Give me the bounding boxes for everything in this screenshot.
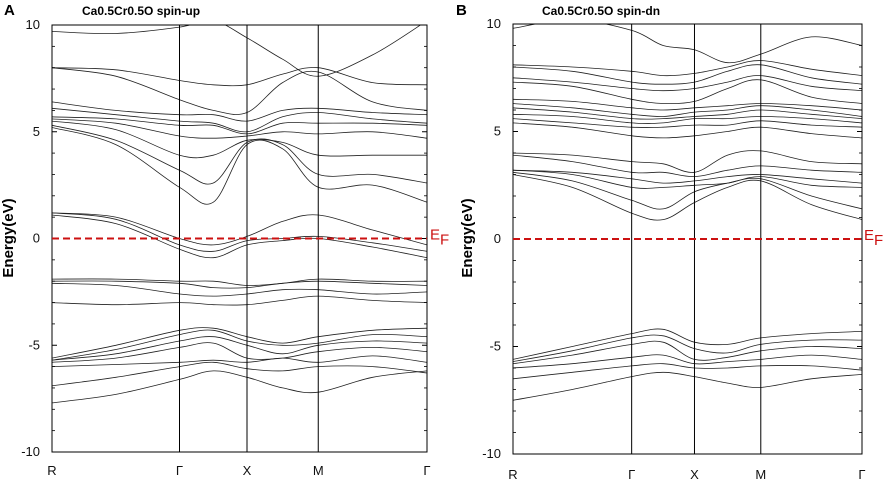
panel-b-fermi: EF bbox=[513, 227, 883, 249]
panel-a-y-axis-label: Energy(eV) bbox=[0, 198, 17, 277]
band-line-4 bbox=[52, 342, 427, 363]
fermi-level-label: EF bbox=[430, 227, 449, 249]
k-point-label: R bbox=[47, 463, 56, 478]
y-tick-label: 0 bbox=[33, 231, 40, 246]
plot-frame bbox=[512, 23, 863, 455]
panel-b-y-axis-label: Energy(eV) bbox=[459, 198, 476, 277]
k-point-label: Γ bbox=[858, 467, 865, 482]
panel-b: B Ca0.5Cr0.5O spin-dn Energy(eV) -10 -5 0 5… bbox=[456, 2, 883, 482]
k-point-label: R bbox=[508, 467, 517, 482]
band-line-13 bbox=[52, 212, 427, 252]
k-point-label: X bbox=[243, 463, 252, 478]
panel-a-fermi: EF bbox=[52, 227, 449, 249]
fermi-label-e: E bbox=[430, 227, 440, 244]
y-tick-label: 5 bbox=[33, 124, 40, 139]
band-line-20 bbox=[52, 107, 427, 133]
y-tick-label: -10 bbox=[21, 444, 40, 459]
y-tick-label: -10 bbox=[482, 446, 501, 461]
y-tick-label: -5 bbox=[28, 337, 40, 352]
band-line-5 bbox=[52, 336, 427, 361]
band-line-22 bbox=[52, 67, 427, 115]
band-line-8 bbox=[52, 295, 427, 306]
panel-a-letter: A bbox=[4, 2, 15, 19]
y-tick-label: 0 bbox=[494, 231, 501, 246]
y-tick-label: 5 bbox=[494, 124, 501, 139]
band-line-2 bbox=[513, 363, 862, 380]
y-tick-label: 10 bbox=[26, 17, 40, 32]
band-line-15 bbox=[52, 127, 427, 205]
panel-b-title: Ca0.5Cr0.5O spin-dn bbox=[542, 4, 660, 18]
k-point-label: Γ bbox=[423, 463, 430, 478]
band-line-22 bbox=[513, 60, 862, 77]
panel-a: A Ca0.5Cr0.5O spin-up Energy(eV) -10 -5 0 5… bbox=[0, 2, 449, 478]
band-line-2 bbox=[52, 361, 427, 387]
band-line-3 bbox=[52, 355, 427, 367]
panel-b-ticks: -10 -5 0 5 10 R Γ X M Γ bbox=[482, 16, 865, 482]
band-line-1 bbox=[513, 371, 862, 401]
band-line-18 bbox=[513, 98, 862, 111]
k-point-label: M bbox=[313, 463, 324, 478]
fermi-label-subscript: F bbox=[874, 232, 883, 249]
k-point-label: M bbox=[755, 467, 766, 482]
band-line-11 bbox=[52, 278, 427, 286]
band-line-12 bbox=[52, 214, 427, 259]
k-point-label: Γ bbox=[176, 463, 183, 478]
band-line-1 bbox=[52, 370, 427, 404]
panel-b-axes bbox=[512, 23, 863, 455]
y-tick-label: -5 bbox=[489, 339, 501, 354]
fermi-label-subscript: F bbox=[440, 232, 449, 249]
panel-b-letter: B bbox=[456, 2, 467, 19]
y-tick-label: 10 bbox=[487, 16, 501, 31]
panel-a-title: Ca0.5Cr0.5O spin-up bbox=[82, 4, 200, 18]
k-point-label: Γ bbox=[628, 467, 635, 482]
band-line-17 bbox=[52, 120, 427, 159]
band-line-23 bbox=[52, 67, 427, 87]
fermi-level-label: EF bbox=[864, 227, 883, 249]
band-line-18 bbox=[52, 118, 427, 139]
panel-a-bands bbox=[52, 25, 427, 404]
panel-a-ticks: -10 -5 0 5 10 R Γ X M Γ bbox=[21, 17, 430, 478]
panel-b-bands bbox=[513, 24, 862, 401]
k-point-label: X bbox=[690, 467, 699, 482]
band-line-12 bbox=[513, 150, 862, 173]
band-line-24 bbox=[52, 25, 422, 77]
fermi-label-e: E bbox=[864, 227, 874, 244]
band-line-23 bbox=[513, 24, 862, 64]
